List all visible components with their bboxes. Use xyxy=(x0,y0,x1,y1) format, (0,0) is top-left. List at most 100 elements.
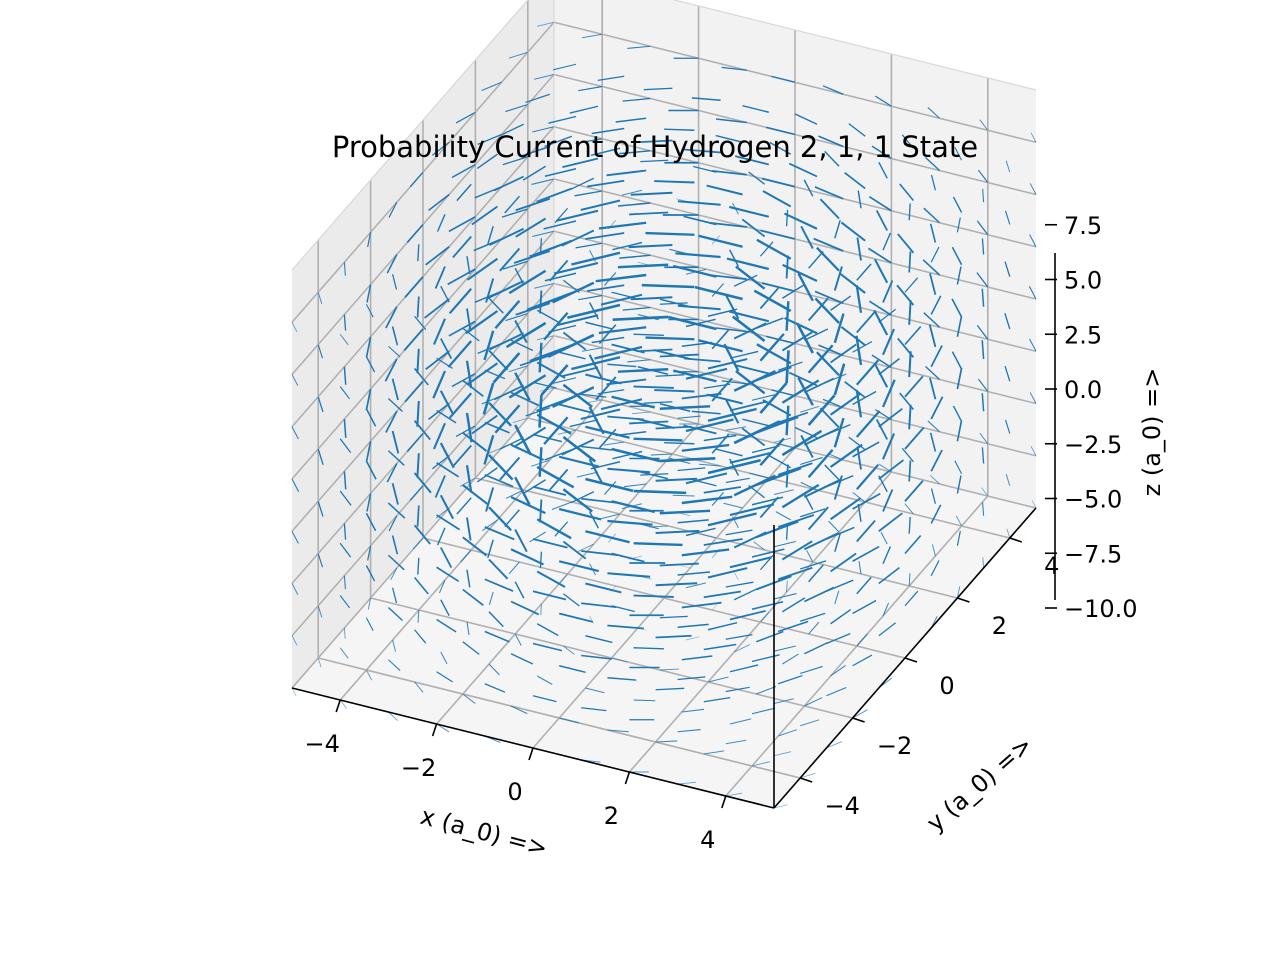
field-arrow xyxy=(655,740,678,743)
field-arrow xyxy=(466,569,471,588)
field-arrow xyxy=(844,381,866,399)
field-arrow xyxy=(484,578,514,592)
field-arrow xyxy=(586,179,625,188)
field-arrow xyxy=(366,284,372,303)
field-arrow xyxy=(539,551,543,569)
field-arrow xyxy=(852,709,868,719)
field-arrow xyxy=(387,398,403,412)
field-arrow xyxy=(482,519,498,531)
field-arrow xyxy=(636,139,673,144)
y-tick-label: 4 xyxy=(1044,552,1059,580)
field-arrow xyxy=(569,105,599,114)
field-arrow xyxy=(852,545,880,562)
field-arrow xyxy=(466,517,472,541)
field-arrow xyxy=(956,586,961,599)
field-arrow xyxy=(681,708,705,713)
field-arrow xyxy=(388,345,401,358)
field-arrow xyxy=(543,416,569,445)
field-arrow xyxy=(824,464,840,481)
field-arrow xyxy=(882,602,890,617)
field-arrow xyxy=(404,276,424,298)
field-arrow xyxy=(773,645,796,652)
field-arrow xyxy=(908,203,911,221)
field-arrow xyxy=(607,363,637,368)
field-arrow xyxy=(637,261,652,267)
field-arrow xyxy=(581,347,603,352)
field-arrow xyxy=(857,503,862,522)
field-arrow xyxy=(897,233,915,254)
field-arrow xyxy=(562,331,587,351)
field-arrow xyxy=(684,148,721,154)
field-arrow xyxy=(930,345,943,368)
field-arrow xyxy=(707,512,757,527)
field-arrow xyxy=(929,377,937,400)
field-arrow xyxy=(703,383,731,389)
field-arrow xyxy=(462,484,489,506)
field-arrow xyxy=(922,259,941,276)
field-arrow xyxy=(659,509,711,515)
field-arrow xyxy=(538,394,543,428)
field-arrow xyxy=(598,428,617,449)
field-arrow xyxy=(756,686,777,695)
field-arrow xyxy=(904,535,922,555)
field-arrow xyxy=(505,103,528,113)
field-arrow xyxy=(852,599,877,615)
x-tick-label: −2 xyxy=(401,754,436,782)
field-arrow xyxy=(1029,234,1037,247)
field-arrow xyxy=(794,113,818,125)
field-arrow xyxy=(432,318,446,345)
field-arrow xyxy=(729,401,766,412)
field-arrow xyxy=(765,335,796,345)
field-arrow xyxy=(536,413,572,435)
field-arrow xyxy=(585,530,630,544)
field-arrow xyxy=(561,229,595,247)
x-tick-label: 2 xyxy=(604,802,619,830)
field-arrow xyxy=(488,506,512,532)
field-arrow xyxy=(585,635,613,644)
field-arrow xyxy=(525,93,551,104)
field-arrow xyxy=(904,375,924,398)
field-arrow xyxy=(452,444,472,468)
field-arrow xyxy=(598,221,647,230)
field-arrow xyxy=(424,298,450,319)
field-arrow xyxy=(703,434,737,442)
field-arrow xyxy=(655,425,692,430)
field-arrow xyxy=(611,291,635,299)
field-arrow xyxy=(547,333,595,358)
field-arrow xyxy=(734,155,770,166)
field-arrow xyxy=(514,476,531,506)
field-arrow xyxy=(882,433,896,460)
field-arrow xyxy=(544,135,573,148)
field-arrow xyxy=(706,393,743,405)
field-arrow xyxy=(773,437,792,443)
field-arrow xyxy=(807,448,834,479)
field-arrow xyxy=(703,643,737,651)
y-tick xyxy=(799,777,813,783)
field-arrow xyxy=(833,475,843,500)
field-arrow xyxy=(465,465,473,493)
field-arrow xyxy=(466,362,499,386)
field-arrow xyxy=(693,165,717,173)
field-arrow xyxy=(466,256,471,275)
field-arrow xyxy=(951,246,963,266)
field-arrow xyxy=(578,85,603,92)
field-arrow xyxy=(343,575,346,590)
field-arrow xyxy=(416,296,420,318)
field-arrow xyxy=(447,340,473,368)
field-arrow xyxy=(681,392,722,400)
field-arrow xyxy=(607,677,637,681)
field-arrow xyxy=(852,390,877,406)
field-arrow xyxy=(436,213,446,232)
field-arrow xyxy=(735,265,766,290)
field-arrow xyxy=(365,303,374,318)
field-arrow xyxy=(367,232,372,248)
field-arrow xyxy=(762,399,792,417)
field-arrow xyxy=(833,313,845,344)
field-arrow xyxy=(874,258,889,284)
field-arrow xyxy=(505,489,524,499)
field-arrow xyxy=(681,655,713,661)
field-arrow xyxy=(391,274,398,290)
field-arrow xyxy=(406,432,424,452)
field-arrow xyxy=(543,220,577,230)
field-arrow xyxy=(578,294,603,301)
